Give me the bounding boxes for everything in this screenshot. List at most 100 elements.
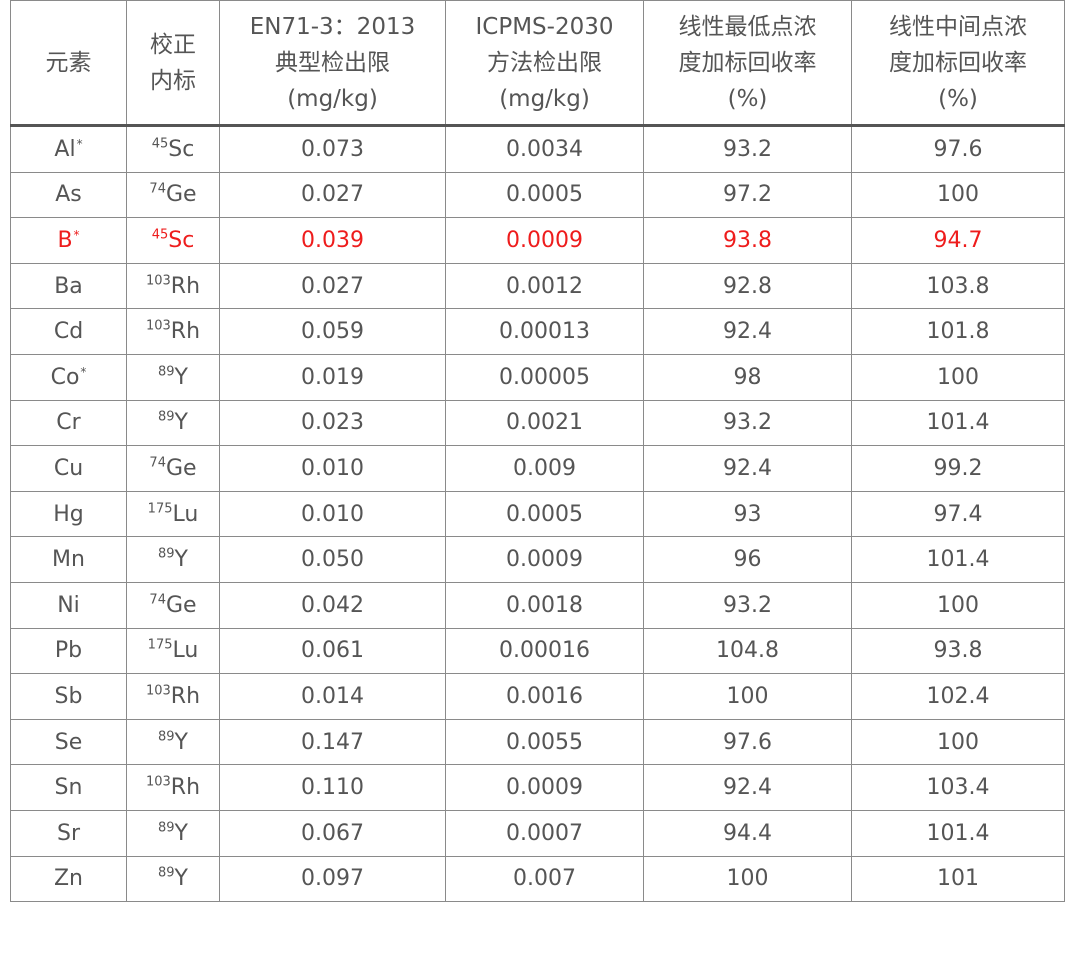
header-low-line-1: 线性最低点浓 [678, 13, 817, 40]
internal-standard-symbol: Lu [172, 501, 199, 527]
en71-limit-cell: 0.027 [219, 262, 446, 310]
mid-recovery-cell: 101.8 [851, 308, 1065, 355]
isotope-mass-number: 74 [149, 592, 166, 608]
low-recovery-cell: 93.8 [643, 217, 852, 264]
internal-standard-cell: 89Y [126, 353, 220, 401]
internal-standard-symbol: Rh [170, 273, 201, 299]
header-en71-line-2: 典型检出限 [275, 49, 390, 76]
element-symbol: Cu [53, 455, 84, 481]
en71-limit-cell: 0.010 [219, 445, 446, 492]
mid-recovery-cell: 100 [851, 718, 1065, 766]
table-row: Zn 89Y 0.097 0.007 100 101 [10, 855, 1065, 903]
element-symbol: Sr [56, 820, 80, 846]
icpms-limit-cell: 0.0055 [445, 718, 644, 766]
low-recovery-cell: 92.4 [643, 445, 852, 492]
mid-recovery-cell: 93.8 [851, 627, 1065, 675]
icpms-limit-cell: 0.0009 [445, 536, 644, 583]
header-mid-line-1: 线性中间点浓 [889, 13, 1027, 40]
low-recovery-cell: 97.6 [643, 718, 852, 766]
internal-standard-cell: 89Y [126, 809, 220, 857]
isotope-mass-number: 175 [147, 638, 173, 653]
header-low-line-3: (%) [727, 85, 768, 112]
table-row: Cu 74Ge 0.010 0.009 92.4 99.2 [10, 445, 1065, 492]
en71-limit-cell: 0.097 [219, 855, 446, 903]
isotope-mass-number: 89 [158, 865, 175, 881]
icpms-limit-cell: 0.00005 [445, 353, 644, 401]
internal-standard-cell: 103Rh [126, 308, 220, 355]
internal-standard-symbol: Y [174, 820, 188, 846]
detection-limit-table: 元素 校正 内标 EN71-3：2013 典型检出限 (mg/kg) ICPMS… [10, 0, 1065, 903]
icpms-limit-cell: 0.007 [445, 855, 644, 903]
element-cell: As [10, 171, 127, 219]
low-recovery-cell: 96 [643, 536, 852, 583]
element-symbol: Ba [54, 273, 83, 299]
element-symbol: As [55, 182, 82, 208]
element-symbol: Hg [53, 501, 84, 527]
header-icpms-line-1: ICPMS-2030 [475, 13, 614, 40]
element-cell: Mn [10, 536, 127, 583]
low-recovery-cell: 93 [643, 490, 852, 538]
internal-standard-symbol: Ge [165, 592, 197, 618]
internal-standard-cell: 89Y [126, 718, 220, 766]
mid-recovery-cell: 101 [851, 855, 1065, 903]
icpms-limit-cell: 0.00013 [445, 308, 644, 355]
icpms-limit-cell: 0.0009 [445, 217, 644, 264]
en71-limit-cell: 0.147 [219, 718, 446, 766]
table-row: Hg 175Lu 0.010 0.0005 93 97.4 [10, 490, 1065, 538]
internal-standard-symbol: Rh [170, 683, 201, 709]
table-row: Mn 89Y 0.050 0.0009 96 101.4 [10, 536, 1065, 583]
low-recovery-cell: 92.8 [643, 262, 852, 310]
element-symbol: Co [50, 364, 80, 390]
table-row: Sr 89Y 0.067 0.0007 94.4 101.4 [10, 809, 1065, 857]
en71-limit-cell: 0.067 [219, 809, 446, 857]
element-cell: Sb [10, 673, 127, 720]
en71-limit-cell: 0.019 [219, 353, 446, 401]
header-en71-limit: EN71-3：2013 典型检出限 (mg/kg) [219, 0, 446, 127]
icpms-limit-cell: 0.009 [445, 445, 644, 492]
header-low-line-2: 度加标回收率 [678, 49, 817, 76]
element-cell: Cd [10, 308, 127, 355]
internal-standard-symbol: Y [174, 729, 188, 755]
header-is-line-1: 校正 [150, 31, 196, 58]
mid-recovery-cell: 103.4 [851, 764, 1065, 811]
mid-recovery-cell: 100 [851, 353, 1065, 401]
isotope-mass-number: 103 [145, 318, 171, 334]
isotope-mass-number: 103 [145, 774, 171, 790]
element-cell: Ni [10, 581, 127, 629]
element-cell: Co* [10, 353, 127, 401]
element-symbol: B [57, 227, 73, 253]
isotope-mass-number: 74 [149, 455, 166, 471]
internal-standard-symbol: Sc [168, 227, 195, 253]
low-recovery-cell: 93.2 [643, 581, 852, 629]
en71-limit-cell: 0.059 [219, 308, 446, 355]
en71-limit-cell: 0.061 [219, 627, 446, 675]
isotope-mass-number: 89 [158, 364, 175, 380]
header-mid-recovery: 线性中间点浓 度加标回收率 (%) [851, 0, 1065, 127]
en71-limit-cell: 0.050 [219, 536, 446, 583]
en71-limit-cell: 0.110 [219, 764, 446, 811]
table-body: Al* 45Sc 0.073 0.0034 93.2 97.6 As 74Ge 0.027 0.0… [10, 125, 1065, 903]
header-icpms-limit: ICPMS-2030 方法检出限 (mg/kg) [445, 0, 644, 127]
table-row: Sn 103Rh 0.110 0.0009 92.4 103.4 [10, 764, 1065, 811]
element-cell: Pb [10, 627, 127, 675]
internal-standard-cell: 45Sc [126, 125, 220, 173]
element-symbol: Cr [56, 410, 81, 436]
isotope-mass-number: 89 [158, 410, 175, 426]
isotope-mass-number: 45 [151, 136, 169, 152]
isotope-mass-number: 74 [149, 182, 166, 198]
internal-standard-cell: 103Rh [126, 764, 220, 811]
en71-limit-cell: 0.027 [219, 171, 446, 219]
icpms-limit-cell: 0.0018 [445, 581, 644, 629]
icpms-limit-cell: 0.0012 [445, 262, 644, 310]
header-icpms-line-2: 方法检出限 [487, 49, 602, 76]
header-internal-standard: 校正 内标 [126, 0, 220, 127]
en71-limit-cell: 0.073 [219, 125, 446, 173]
isotope-mass-number: 89 [158, 546, 175, 562]
icpms-limit-cell: 0.0005 [445, 490, 644, 538]
internal-standard-cell: 89Y [126, 399, 220, 447]
internal-standard-symbol: Rh [170, 775, 201, 801]
icpms-limit-cell: 0.0034 [445, 125, 644, 173]
internal-standard-cell: 45Sc [126, 217, 220, 264]
table-row: B* 45Sc 0.039 0.0009 93.8 94.7 [10, 217, 1065, 264]
element-cell: B* [10, 217, 127, 264]
